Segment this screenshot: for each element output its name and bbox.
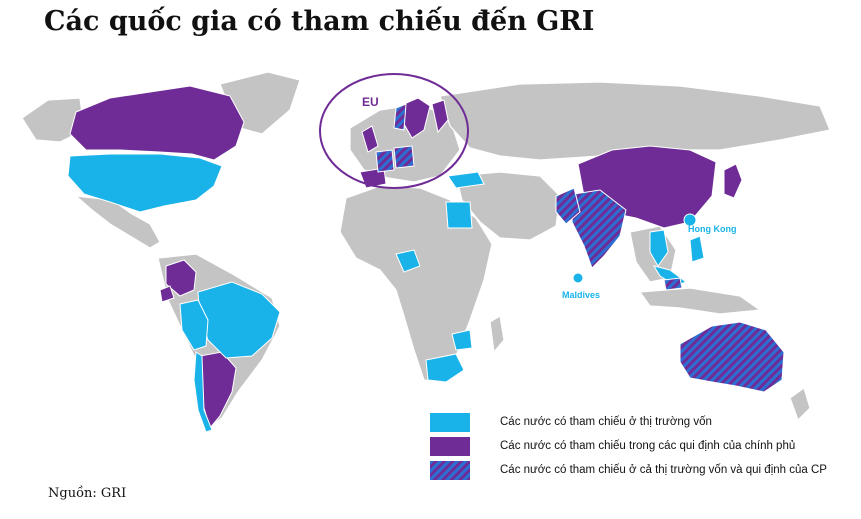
map-legend: Các nước có tham chiếu ở thị trường vốn … [430, 410, 850, 482]
label-maldives: Maldives [562, 290, 600, 300]
land-madagascar [489, 315, 505, 354]
country-nigeria [395, 249, 421, 273]
eu-circle [319, 73, 469, 189]
land-indonesia [638, 287, 762, 315]
country-south-africa [425, 353, 465, 383]
source-note: Nguồn: GRI [48, 486, 127, 501]
country-finland [431, 99, 449, 134]
country-usa [67, 153, 223, 213]
country-germany [393, 145, 415, 169]
country-maldives-dot [572, 272, 584, 284]
country-canada [69, 85, 245, 161]
country-southern-africa [451, 329, 473, 351]
legend-item-capital-markets: Các nước có tham chiếu ở thị trường vốn [430, 410, 850, 434]
legend-label-both: Các nước có tham chiếu ở cả thị trường v… [500, 464, 827, 476]
land-russia [439, 81, 831, 161]
legend-label-capital: Các nước có tham chiếu ở thị trường vốn [500, 416, 712, 428]
region-capital-markets [67, 153, 705, 433]
land-mexico [74, 195, 161, 249]
country-hong-kong-dot [683, 213, 697, 227]
country-australia [679, 321, 785, 393]
country-norway [393, 103, 407, 131]
legend-swatch-capital [430, 412, 470, 432]
country-france [375, 149, 395, 173]
label-hong-kong: Hong Kong [688, 224, 737, 234]
legend-item-both: Các nước có tham chiếu ở cả thị trường v… [430, 458, 850, 482]
country-thailand [649, 229, 669, 267]
legend-swatch-government [430, 436, 470, 456]
region-both [375, 103, 785, 393]
legend-swatch-both [430, 460, 470, 480]
page-title: Các quốc gia có tham chiếu đến GRI [44, 6, 595, 37]
country-turkey [447, 171, 485, 189]
country-india [571, 189, 627, 269]
country-colombia [165, 259, 197, 297]
land-new-zealand [789, 387, 811, 422]
country-ecuador [159, 285, 175, 303]
land-base [21, 71, 831, 429]
world-map: EU Hong Kong Maldives [21, 71, 831, 433]
country-egypt [445, 201, 473, 229]
legend-item-government: Các nước có tham chiếu trong các qui địn… [430, 434, 850, 458]
country-pakistan [555, 187, 581, 225]
legend-label-government: Các nước có tham chiếu trong các qui địn… [500, 440, 796, 452]
country-philippines [689, 235, 705, 263]
country-chile [193, 351, 213, 433]
country-peru-bolivia [179, 299, 209, 351]
label-eu: EU [362, 95, 379, 109]
country-japan [723, 163, 743, 199]
country-malaysia-borneo [663, 277, 683, 291]
country-uk [361, 125, 379, 153]
